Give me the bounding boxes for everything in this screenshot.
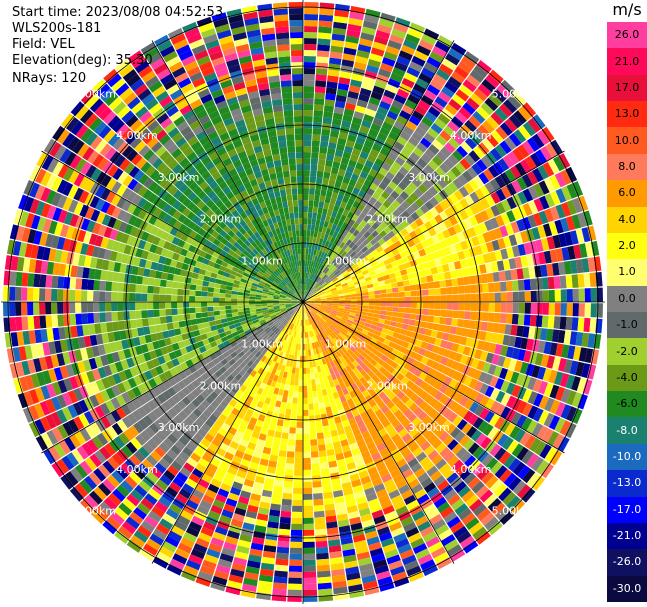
range-ring-label: 1.00km (241, 338, 283, 351)
colorbar-tick-label: -17.0 (612, 502, 642, 516)
elevation-line: Elevation(deg): 35.30 (12, 53, 153, 68)
colorbar-swatch (607, 74, 647, 102)
colorbar-tick-label: 4.0 (618, 212, 636, 226)
colorbar-tick-label: -6.0 (616, 397, 638, 411)
range-ring-label: 3.00km (408, 171, 450, 184)
range-ring-label: 3.00km (158, 421, 200, 434)
colorbar-tick-label: -26.0 (612, 555, 642, 569)
colorbar-swatch (607, 232, 647, 260)
colorbar-tick-label: -21.0 (612, 529, 642, 543)
range-ring-label: 5.00km (74, 87, 116, 100)
colorbar-swatch (607, 575, 647, 603)
azimuth-spoke (302, 301, 565, 454)
range-ring-label: 5.00km (492, 505, 534, 518)
range-ring-label: 2.00km (366, 213, 408, 226)
nrays-line: NRays: 120 (12, 71, 87, 86)
colorbar-swatch (607, 285, 647, 313)
instrument-name: WLS200s-181 (12, 21, 102, 36)
colorbar-swatch (607, 180, 647, 208)
colorbar-swatch (607, 206, 647, 234)
colorbar-tick-label: -1.0 (616, 318, 638, 332)
range-ring-label: 3.00km (408, 421, 450, 434)
range-ring-label: 5.00km (492, 87, 534, 100)
colorbar-tick-label: -30.0 (612, 581, 642, 595)
velocity-colorbar: 26.0 21.0 17.0 13.0 10.0 8.0 6.0 4.0 2.0 1.0 0.0 -1… (607, 22, 647, 603)
colorbar-swatch (607, 391, 647, 418)
azimuth-spoke (41, 301, 304, 454)
colorbar-tick-label: 13.0 (614, 107, 640, 121)
nrays-value: 120 (61, 71, 87, 86)
colorbar-tick-label: 2.0 (618, 239, 636, 253)
range-ring-label: 4.00km (450, 463, 492, 476)
elevation-value: 35.30 (115, 53, 153, 68)
colorbar-tick-label: 17.0 (614, 80, 640, 94)
range-rings: 1.00km 2.00km 3.00km 4.00km 5.00km 1.00km 2.00… (1, 0, 605, 604)
azimuth-spoke (302, 40, 455, 303)
colorbar-swatch (607, 259, 647, 287)
range-ring-label: 1.00km (325, 254, 367, 267)
range-ring-label: 5.00km (74, 505, 116, 518)
range-ring-label: 2.00km (200, 379, 242, 392)
colorbar-swatch (607, 549, 647, 577)
azimuth-spoke (151, 40, 304, 303)
range-ring-label: 4.00km (450, 129, 492, 142)
colorbar-tick-label: -8.0 (616, 423, 638, 437)
colorbar-swatch (607, 364, 647, 392)
colorbar-swatch (607, 312, 647, 339)
range-ring-label: 2.00km (200, 213, 242, 226)
colorbar-swatch (607, 417, 647, 445)
colorbar-tick-label: 1.0 (618, 265, 636, 279)
range-ring-label: 1.00km (241, 254, 283, 267)
colorbar-swatch (607, 496, 647, 524)
azimuth-spoke (151, 301, 304, 564)
start-time-line: Start time: 2023/08/08 04:52:53 (12, 5, 224, 20)
range-ring-label: 4.00km (116, 129, 158, 142)
colorbar-swatch (607, 127, 647, 155)
colorbar-tick-label: 26.0 (614, 28, 640, 42)
colorbar-tick-label: -2.0 (616, 344, 638, 358)
azimuth-spoke (302, 150, 565, 303)
colorbar-unit: m/s (612, 0, 642, 19)
colorbar-swatch (607, 48, 647, 76)
range-ring-label: 4.00km (116, 463, 158, 476)
azimuth-spoke (41, 150, 304, 303)
range-ring-label: 1.00km (325, 338, 367, 351)
range-ring-label: 2.00km (366, 379, 408, 392)
colorbar-swatch (607, 153, 647, 181)
colorbar-swatch (607, 101, 647, 128)
colorbar-swatch (607, 522, 647, 550)
colorbar-swatch (607, 22, 647, 49)
range-ring-label: 3.00km (158, 171, 200, 184)
ppi-velocity-display: 1.00km 2.00km 3.00km 4.00km 5.00km 1.00km 2.00… (1, 0, 605, 604)
colorbar-tick-label: 8.0 (618, 160, 636, 173)
colorbar-tick-label: 21.0 (614, 54, 640, 68)
field-value: VEL (50, 37, 75, 52)
colorbar-swatch (607, 470, 647, 498)
colorbar-swatch (607, 338, 647, 366)
field-line: Field: VEL (12, 37, 75, 52)
start-time-value: 2023/08/08 04:52:53 (85, 5, 224, 20)
azimuth-spoke (302, 301, 455, 564)
colorbar-swatch (607, 443, 647, 471)
colorbar-tick-label: 0.0 (618, 291, 636, 305)
colorbar-tick-label: -4.0 (616, 370, 638, 384)
colorbar-tick-label: 10.0 (614, 133, 640, 147)
colorbar-tick-label: -13.0 (612, 476, 642, 490)
colorbar-tick-label: 6.0 (618, 186, 636, 200)
colorbar-tick-label: -10.0 (612, 450, 642, 463)
